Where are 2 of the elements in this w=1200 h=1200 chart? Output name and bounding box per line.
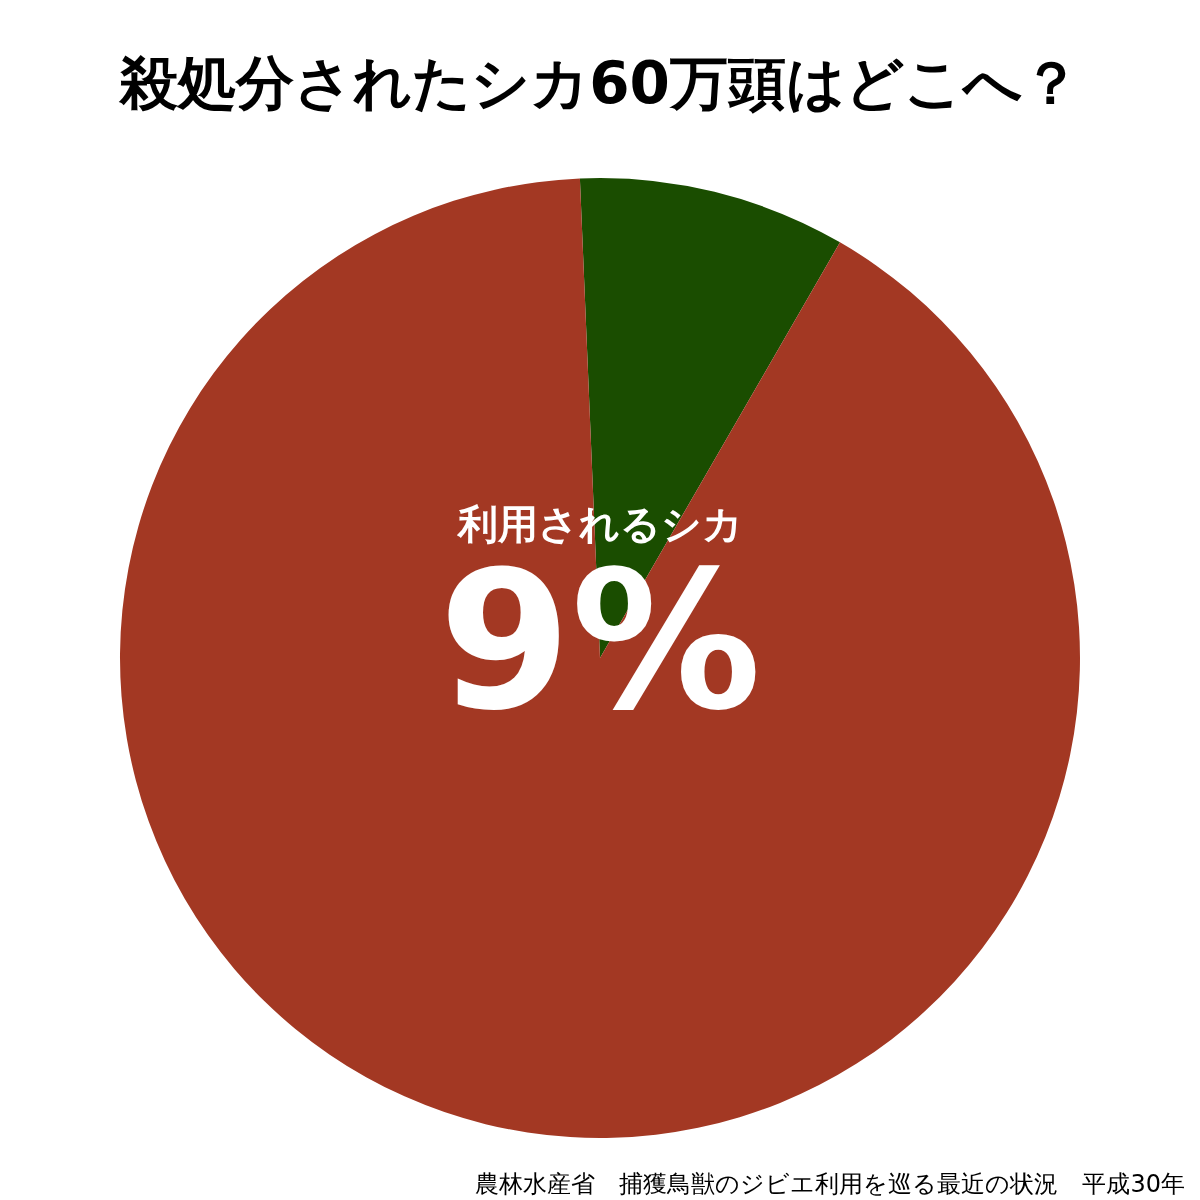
text: 農林水産省 捕獲鳥獣のジビエ利用を巡る最近の状況 平成30年 xyxy=(475,1170,1185,1199)
chart-title: 殺処分されたシカ60万頭はどこへ？ xyxy=(118,49,1080,118)
